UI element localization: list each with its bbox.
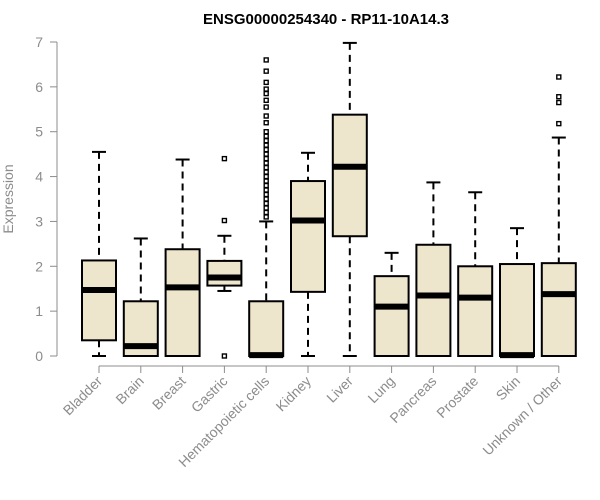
- outlier-point: [263, 120, 269, 126]
- box-iqr: [499, 263, 535, 357]
- box-4: [206, 155, 243, 359]
- box-iqr: [164, 248, 201, 358]
- chart-title: ENSG00000254340 - RP11-10A14.3: [203, 11, 449, 28]
- outlier-point: [556, 74, 562, 80]
- box-9: [415, 181, 452, 357]
- y-tick-label: 0: [35, 348, 43, 364]
- box-7: [331, 41, 368, 357]
- outlier-point: [263, 205, 269, 211]
- y-axis: 0 1 2 3 4 5 6 7: [35, 34, 58, 364]
- y-tick-label: 5: [35, 124, 43, 140]
- box-1: [81, 150, 117, 357]
- outlier-point: [263, 169, 269, 175]
- x-tick-label: Bladder: [60, 373, 106, 419]
- box-11: [499, 227, 535, 359]
- outlier-point: [263, 97, 269, 104]
- box-iqr: [248, 300, 285, 358]
- outlier-point: [263, 113, 269, 119]
- y-axis-label: Expression: [0, 164, 16, 233]
- outlier-point: [263, 209, 269, 216]
- outlier-point: [263, 178, 269, 184]
- outlier-point: [263, 146, 269, 153]
- outlier-point: [263, 155, 269, 162]
- box-3: [164, 158, 201, 358]
- y-tick-label: 4: [35, 169, 43, 185]
- outlier-point: [221, 353, 228, 359]
- outlier-point: [263, 182, 269, 189]
- box-8: [373, 251, 410, 358]
- y-tick-label: 6: [35, 79, 43, 95]
- box-10: [457, 191, 494, 357]
- outlier-point: [263, 151, 269, 157]
- x-tick-label: Liver: [323, 373, 356, 406]
- outlier-point: [263, 129, 269, 135]
- x-tick-label: Breast: [149, 373, 189, 413]
- outlier-point: [263, 164, 269, 171]
- outlier-point: [263, 68, 269, 74]
- box-iqr: [81, 259, 117, 342]
- outlier-point: [263, 160, 269, 166]
- y-tick-label: 7: [35, 34, 43, 50]
- box-iqr: [457, 265, 494, 357]
- outlier-point: [263, 142, 269, 148]
- outlier-point: [263, 86, 269, 92]
- outlier-point: [263, 173, 269, 180]
- box-iqr: [331, 113, 368, 238]
- outlier-point: [556, 120, 562, 127]
- x-tick-label: Prostate: [433, 373, 481, 421]
- x-tick-label: Unknown / Other: [479, 373, 565, 459]
- outlier-point: [263, 214, 269, 220]
- outlier-point: [263, 191, 269, 198]
- outlier-point: [263, 137, 269, 144]
- x-tick-label: Skin: [493, 373, 524, 404]
- x-tick-label: Kidney: [273, 373, 315, 415]
- y-tick-label: 3: [35, 213, 43, 229]
- box-iqr: [206, 259, 243, 287]
- boxes-group: [81, 41, 577, 359]
- outlier-point: [263, 104, 269, 110]
- outlier-point: [263, 90, 269, 97]
- box-iqr: [540, 262, 577, 358]
- outlier-point: [263, 187, 269, 193]
- box-iqr: [290, 180, 326, 293]
- x-tick-label: Lung: [364, 373, 397, 406]
- box-2: [122, 237, 159, 358]
- box-iqr: [373, 275, 410, 358]
- outlier-point: [263, 57, 269, 63]
- outlier-point: [556, 94, 562, 100]
- box-12: [540, 74, 577, 358]
- outlier-point: [221, 217, 228, 224]
- outlier-point: [263, 196, 269, 202]
- outlier-point: [263, 133, 269, 139]
- outlier-point: [263, 200, 269, 207]
- y-tick-label: 1: [35, 303, 43, 319]
- outlier-point: [221, 155, 228, 162]
- box-iqr: [415, 243, 452, 357]
- outlier-point: [263, 79, 269, 86]
- outlier-point: [556, 99, 562, 106]
- box-6: [290, 151, 326, 357]
- box-5: [248, 57, 285, 359]
- x-tick-label: Brain: [112, 373, 146, 407]
- y-tick-label: 2: [35, 258, 43, 274]
